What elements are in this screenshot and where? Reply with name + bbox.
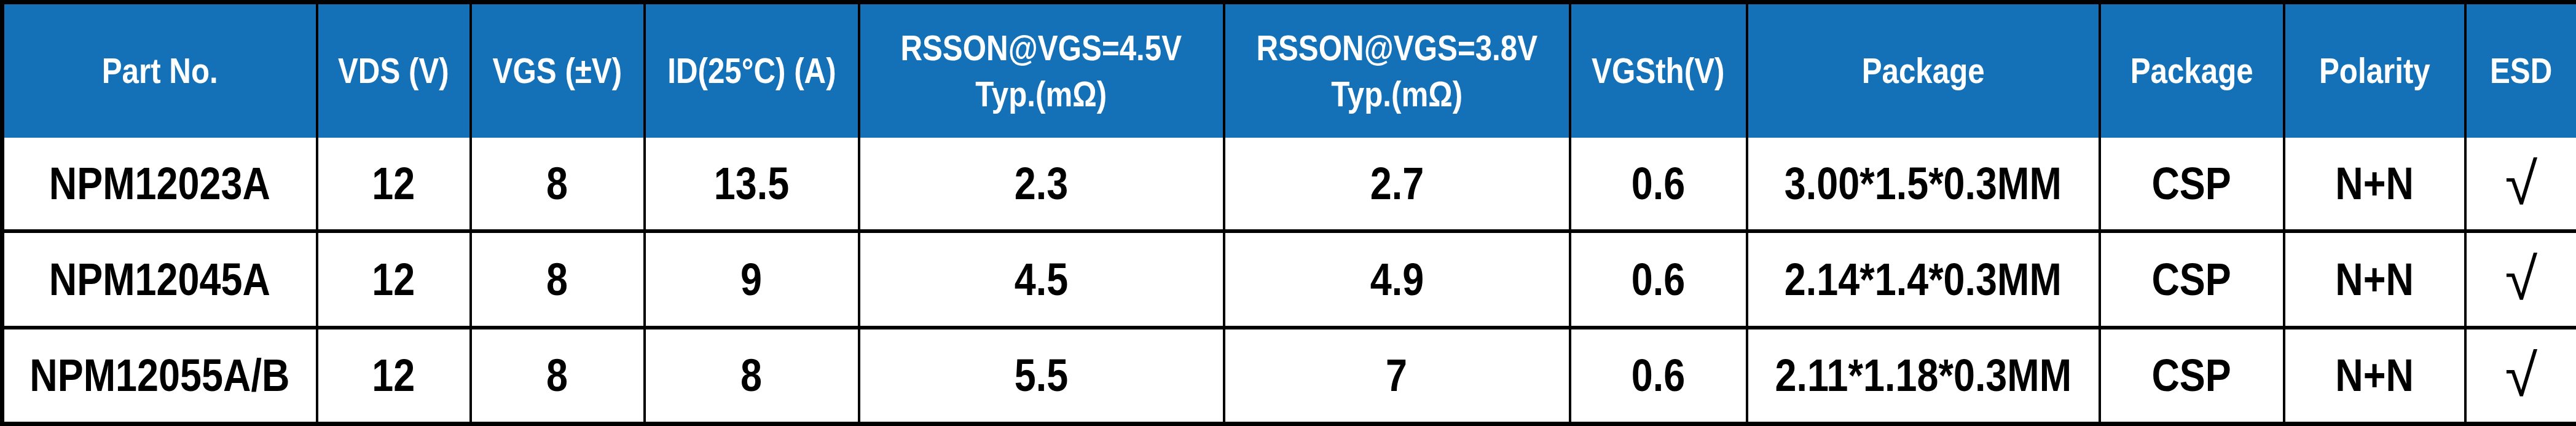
cell-rsson-4v5: 5.5 [859, 328, 1224, 424]
header-row: Part No. VDS (V) VGS (±V) ID(25°C) (A) R… [2, 2, 2576, 138]
esd-check-mark: √ [2505, 246, 2537, 312]
col-header-rsson-4v5-line1: RSSON@VGS=4.5V [901, 25, 1182, 71]
col-header-id-label: ID(25°C) (A) [667, 48, 836, 93]
cell-package-size: 2.14*1.4*0.3MM [1747, 231, 2100, 327]
cell-package-size: 3.00*1.5*0.3MM [1747, 138, 2100, 231]
cell-vgs: 8 [471, 138, 645, 231]
cell-polarity: N+N [2284, 328, 2465, 424]
cell-part-no: NPM12023A [2, 138, 317, 231]
cell-part-no: NPM12045A [2, 231, 317, 327]
esd-check-mark: √ [2505, 342, 2537, 408]
col-header-vgsth: VGSth(V) [1570, 2, 1747, 138]
col-header-vds-label: VDS (V) [338, 48, 449, 93]
cell-vds: 12 [317, 231, 471, 327]
cell-package-type: CSP [2100, 138, 2284, 231]
cell-package-type: CSP [2100, 231, 2284, 327]
col-header-esd: ESD [2465, 2, 2576, 138]
cell-part-no: NPM12055A/B [2, 328, 317, 424]
cell-esd: √ [2465, 138, 2576, 231]
cell-id: 13.5 [645, 138, 859, 231]
col-header-rsson-3v8: RSSON@VGS=3.8V Typ.(mΩ) [1224, 2, 1570, 138]
cell-polarity: N+N [2284, 138, 2465, 231]
col-header-rsson-3v8-line1: RSSON@VGS=3.8V [1256, 25, 1537, 71]
col-header-polarity-label: Polarity [2319, 48, 2430, 93]
col-header-polarity: Polarity [2284, 2, 2465, 138]
cell-package-size: 2.11*1.18*0.3MM [1747, 328, 2100, 424]
table-row: NPM12055A/B 12 8 8 5.5 7 0.6 2.11*1.18*0… [2, 328, 2576, 424]
col-header-package-size-label: Package [1861, 48, 1984, 93]
cell-id: 8 [645, 328, 859, 424]
cell-vds: 12 [317, 328, 471, 424]
table-row: NPM12023A 12 8 13.5 2.3 2.7 0.6 3.00*1.5… [2, 138, 2576, 231]
cell-rsson-4v5: 2.3 [859, 138, 1224, 231]
col-header-vds: VDS (V) [317, 2, 471, 138]
cell-rsson-3v8: 4.9 [1224, 231, 1570, 327]
table-row: NPM12045A 12 8 9 4.5 4.9 0.6 2.14*1.4*0.… [2, 231, 2576, 327]
col-header-rsson-3v8-line2: Typ.(mΩ) [1256, 71, 1537, 117]
col-header-vgs: VGS (±V) [471, 2, 645, 138]
col-header-package-type: Package [2100, 2, 2284, 138]
col-header-vgsth-label: VGSth(V) [1592, 48, 1724, 93]
mosfet-spec-table: Part No. VDS (V) VGS (±V) ID(25°C) (A) R… [0, 0, 2576, 426]
cell-esd: √ [2465, 231, 2576, 327]
col-header-vgs-label: VGS (±V) [493, 48, 622, 93]
col-header-esd-label: ESD [2490, 48, 2552, 93]
esd-check-mark: √ [2505, 151, 2537, 216]
cell-rsson-3v8: 2.7 [1224, 138, 1570, 231]
cell-polarity: N+N [2284, 231, 2465, 327]
cell-vgs: 8 [471, 328, 645, 424]
cell-vds: 12 [317, 138, 471, 231]
col-header-part-no-label: Part No. [102, 48, 218, 93]
cell-package-type: CSP [2100, 328, 2284, 424]
cell-rsson-3v8: 7 [1224, 328, 1570, 424]
col-header-package-size: Package [1747, 2, 2100, 138]
cell-vgs: 8 [471, 231, 645, 327]
cell-vgsth: 0.6 [1570, 328, 1747, 424]
col-header-part-no: Part No. [2, 2, 317, 138]
col-header-id: ID(25°C) (A) [645, 2, 859, 138]
col-header-rsson-4v5-line2: Typ.(mΩ) [901, 71, 1182, 117]
cell-esd: √ [2465, 328, 2576, 424]
cell-rsson-4v5: 4.5 [859, 231, 1224, 327]
cell-vgsth: 0.6 [1570, 231, 1747, 327]
cell-vgsth: 0.6 [1570, 138, 1747, 231]
col-header-package-type-label: Package [2130, 48, 2253, 93]
cell-id: 9 [645, 231, 859, 327]
col-header-rsson-4v5: RSSON@VGS=4.5V Typ.(mΩ) [859, 2, 1224, 138]
